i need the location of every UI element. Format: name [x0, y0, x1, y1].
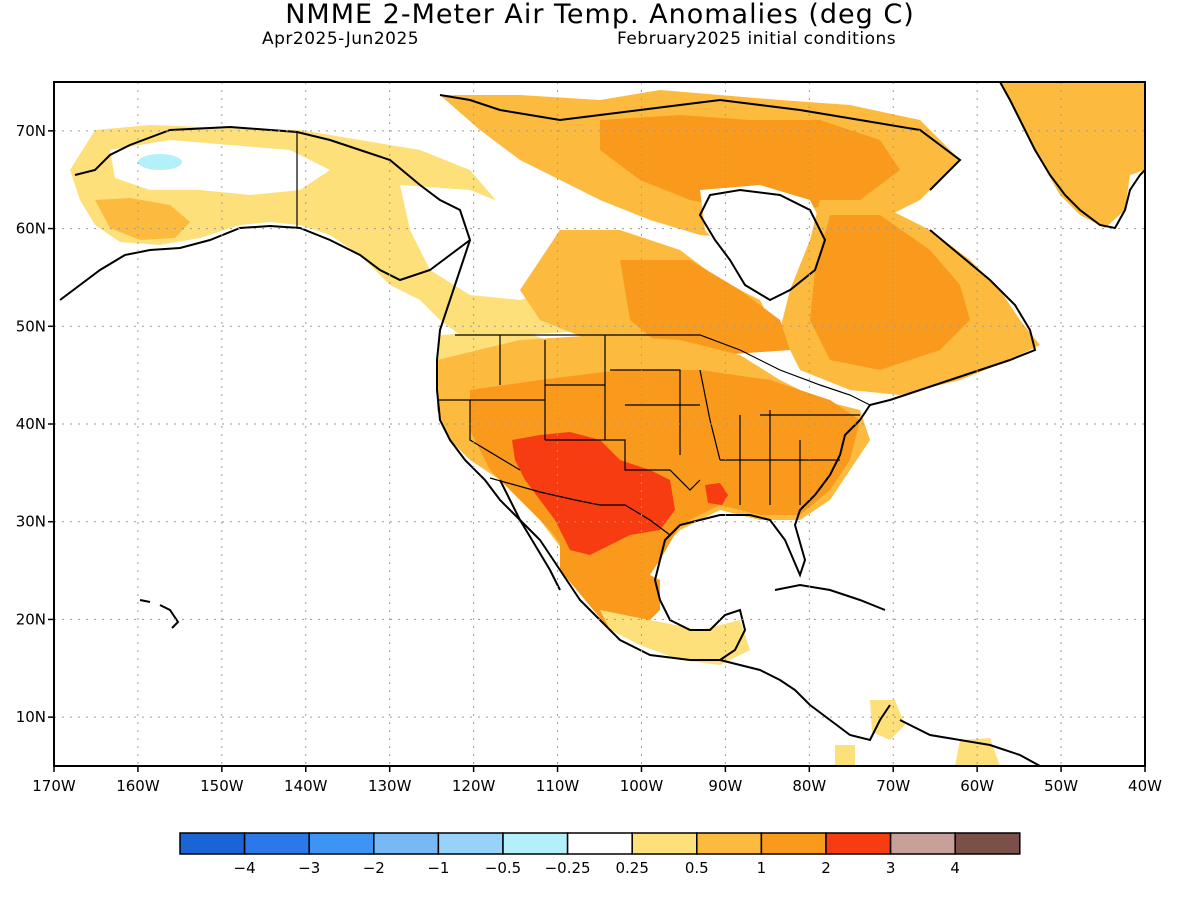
legend-swatch	[889, 832, 956, 855]
coastline-central-america	[719, 659, 891, 742]
lon-tick-label: 40W	[1128, 777, 1162, 795]
coastline-alaska	[59, 125, 472, 301]
legend-swatch	[566, 832, 633, 855]
legend-swatch	[373, 832, 440, 855]
color-legend: −4 −3 −2 −1 −0.5 −0.25 0.25 0.5 1 2 3 4	[0, 825, 1200, 904]
legend-swatch	[502, 832, 569, 855]
anomaly-field-pacific-spot	[835, 745, 855, 766]
anomaly-field-quebec-core	[810, 215, 970, 370]
lon-tick-label: 170W	[32, 777, 76, 795]
lat-tick-label: 50N	[16, 317, 46, 335]
lon-tick-label: 90W	[708, 777, 742, 795]
coastline-arctic-canada	[439, 94, 962, 191]
initial-conditions: February2025 initial conditions	[617, 29, 897, 49]
anomaly-map: 70N 60N 50N 40N 30N 20N 10N 170W 160W 150W 140W 13…	[16, 81, 1162, 795]
legend-swatch	[825, 832, 892, 855]
map-panel: 70N 60N 50N 40N 30N 20N 10N 170W 160W 150W 140W 13…	[0, 70, 1200, 804]
lat-tick-label: 30N	[16, 513, 46, 531]
anomaly-field-alaska-neutral	[110, 140, 330, 195]
lon-tick-label: 50W	[1044, 777, 1078, 795]
coastline-labrador	[869, 229, 1037, 406]
lon-tick-label: 140W	[284, 777, 328, 795]
coastline-us-west	[436, 239, 720, 661]
lon-tick-label: 100W	[620, 777, 664, 795]
lat-tick-label: 70N	[16, 122, 46, 140]
anomaly-field-cool-spot	[138, 154, 182, 170]
coastline-us-east	[720, 404, 871, 578]
forecast-period: Apr2025-Jun2025	[262, 29, 420, 49]
legend-swatches	[179, 832, 1021, 855]
anomaly-field-mexico	[560, 540, 660, 630]
lat-tick-label: 10N	[16, 708, 46, 726]
lat-tick-label: 60N	[16, 220, 46, 238]
legend-label: −3	[298, 859, 320, 877]
legend-svg: −4 −3 −2 −1 −0.5 −0.25 0.25 0.5 1 2 3 4	[179, 832, 1021, 877]
grid-lines	[54, 82, 1145, 766]
border-us-mexico	[489, 477, 671, 536]
legend-swatch	[243, 832, 310, 855]
legend-label: −2	[363, 859, 385, 877]
anomaly-field-southwest-hot	[512, 432, 675, 555]
coastline-hudson-bay	[698, 188, 827, 302]
legend-swatch	[631, 832, 698, 855]
anomaly-field-sw-alaska	[95, 198, 190, 240]
lat-tick-label: 20N	[16, 610, 46, 628]
legend-label: −1	[427, 859, 449, 877]
legend-label: 3	[886, 859, 896, 877]
anomaly-field-greenland	[1000, 82, 1145, 228]
border-us-states	[437, 335, 860, 505]
longitude-labels: 170W 160W 150W 140W 130W 120W 110W 100W 90W 80W 70…	[32, 766, 1162, 795]
legend-label: 4	[950, 859, 960, 877]
lon-tick-label: 80W	[792, 777, 826, 795]
lon-tick-label: 60W	[960, 777, 994, 795]
lon-tick-label: 120W	[452, 777, 496, 795]
legend-label: −4	[234, 859, 256, 877]
latitude-labels: 70N 60N 50N 40N 30N 20N 10N	[16, 122, 54, 726]
anomaly-field-southern-mexico	[600, 610, 750, 665]
coastline-gulf	[653, 514, 747, 661]
legend-swatch	[760, 832, 827, 855]
anomaly-fields	[70, 82, 1145, 766]
lon-tick-label: 110W	[536, 777, 580, 795]
legend-swatch	[954, 832, 1021, 855]
coastline-baja	[499, 479, 561, 591]
lon-tick-label: 150W	[200, 777, 244, 795]
anomaly-field-ontario	[620, 260, 790, 355]
anomaly-field-gulf-hot-spot	[705, 483, 728, 505]
legend-label: 1	[757, 859, 767, 877]
legend-swatch	[179, 832, 246, 855]
coastline-cuba	[774, 583, 886, 611]
map-title: NMME 2-Meter Air Temp. Anomalies (deg C)	[285, 0, 915, 30]
legend-swatch	[437, 832, 504, 855]
coastline-south-america	[899, 719, 1041, 766]
lat-tick-label: 40N	[16, 415, 46, 433]
lon-tick-label: 70W	[876, 777, 910, 795]
coastline-hawaii	[139, 599, 180, 629]
lon-tick-label: 160W	[116, 777, 160, 795]
legend-label: 0.25	[615, 859, 648, 877]
coastline-greenland	[999, 82, 1145, 230]
legend-labels: −4 −3 −2 −1 −0.5 −0.25 0.25 0.5 1 2 3 4	[234, 859, 960, 877]
legend-label: −0.25	[545, 859, 591, 877]
political-borders	[296, 132, 871, 536]
border-us-canada	[455, 334, 871, 406]
anomaly-field-central-america	[870, 700, 905, 740]
legend-label: −0.5	[485, 859, 521, 877]
coastlines	[59, 82, 1145, 766]
legend-swatch	[696, 832, 763, 855]
legend-label: 0.5	[685, 859, 709, 877]
lon-tick-label: 130W	[368, 777, 412, 795]
legend-swatch	[308, 832, 375, 855]
anomaly-field-arctic-canada-core	[600, 115, 900, 210]
legend-label: 2	[821, 859, 831, 877]
